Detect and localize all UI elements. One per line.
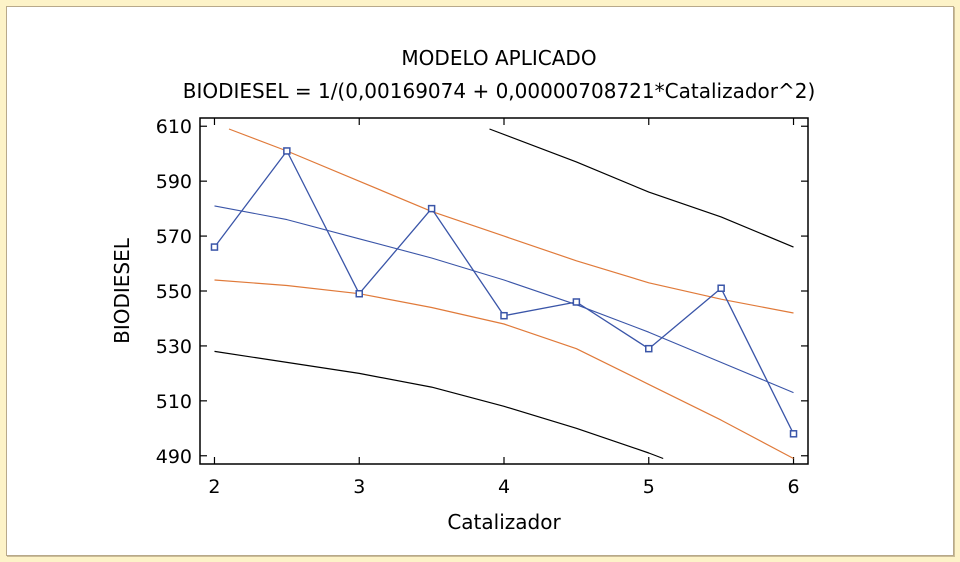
y-axis: 490 510 530 550 570 590 610 (156, 116, 808, 468)
x-tick-label: 4 (498, 476, 510, 498)
confidence-lower-line (214, 279, 794, 460)
chart-frame: MODELO APLICADO BIODIESEL = 1/(0,0016907… (6, 6, 954, 556)
y-tick-label: 570 (156, 226, 192, 248)
data-point (210, 243, 219, 251)
regression-chart: MODELO APLICADO BIODIESEL = 1/(0,0016907… (110, 46, 816, 534)
fitted-line (214, 205, 794, 394)
data-point (572, 298, 581, 306)
chart-title: MODELO APLICADO (401, 46, 596, 70)
y-tick-label: 510 (156, 391, 192, 413)
y-tick-label: 610 (156, 116, 192, 138)
x-tick-label: 2 (208, 476, 220, 498)
data-point (283, 147, 291, 155)
x-tick-label: 3 (353, 476, 365, 498)
series-layer (210, 128, 798, 460)
data-point (717, 284, 725, 293)
y-tick-label: 490 (156, 446, 192, 468)
x-axis: 2 3 4 5 6 (208, 118, 800, 498)
prediction-upper-line (489, 128, 794, 248)
y-tick-label: 550 (156, 281, 192, 303)
confidence-upper-line (228, 128, 794, 314)
x-tick-label: 5 (643, 476, 655, 498)
plot-area (199, 117, 809, 465)
y-tick-label: 590 (156, 171, 192, 193)
observed-line (213, 150, 795, 435)
x-axis-label: Catalizador (447, 510, 561, 534)
chart-subtitle: BIODIESEL = 1/(0,00169074 + 0,0000070872… (183, 79, 816, 103)
prediction-lower-line (214, 350, 664, 460)
x-tick-label: 6 (787, 476, 799, 498)
data-point (789, 430, 798, 438)
data-point (355, 289, 363, 298)
data-point (500, 311, 508, 320)
data-point (645, 344, 653, 353)
data-point (427, 204, 436, 213)
y-axis-label: BIODIESEL (110, 237, 134, 344)
y-tick-label: 530 (156, 336, 192, 358)
